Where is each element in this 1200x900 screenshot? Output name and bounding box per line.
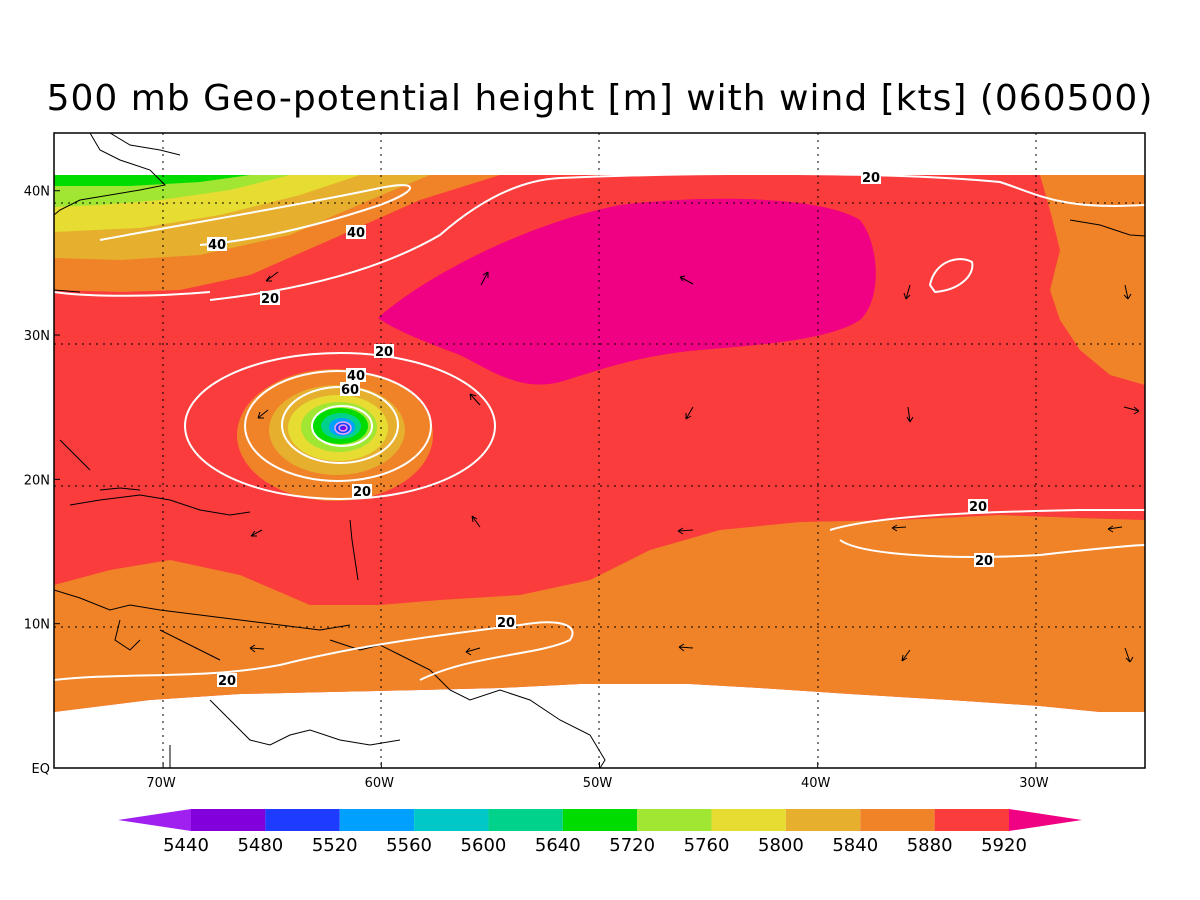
lon-tick-label: 70W [146, 776, 176, 791]
vortex-inner-rings [334, 421, 352, 435]
contour-label: 20 [375, 345, 393, 360]
wind-contours [54, 172, 1145, 681]
colorbar-level-label: 5440 [163, 835, 209, 856]
contour-label: 40 [347, 369, 365, 384]
latitude-labels: 40N 30N 20N 10N EQ [24, 185, 60, 777]
chart-title: 500 mb Geo-potential height [m] with win… [46, 78, 1154, 119]
contour-label: 20 [497, 616, 515, 631]
longitude-labels: 70W 60W 50W 40W 30W [146, 762, 1049, 791]
colorbar-box [488, 809, 563, 831]
colorbar-box [637, 809, 712, 831]
lat-tick-label: 20N [24, 473, 50, 488]
colorbar: 5440 5480 5520 5560 5600 5640 5720 5760 5800 5840… [118, 809, 1082, 856]
contour-label: 60 [341, 383, 359, 398]
colorbar-level-label: 5600 [461, 835, 507, 856]
colorbar-box [414, 809, 489, 831]
contour-label: 20 [969, 500, 987, 515]
height-field: 20 40 40 20 20 40 60 20 20 20 20 20 [54, 133, 1145, 768]
colorbar-level-label: 5840 [832, 835, 878, 856]
colorbar-low-triangle [118, 809, 191, 831]
lon-tick-label: 40W [801, 776, 831, 791]
colorbar-box [562, 809, 638, 831]
colorbar-box [339, 809, 415, 831]
wind-vectors [249, 271, 1140, 663]
height-5640-band-north [54, 175, 250, 186]
contour-label: 40 [208, 238, 226, 253]
colorbar-level-label: 5920 [981, 835, 1027, 856]
contour-label: 20 [261, 292, 279, 307]
lon-tick-label: 30W [1019, 776, 1049, 791]
colorbar-box [934, 809, 1009, 831]
colorbar-box [265, 809, 340, 831]
colorbar-level-label: 5760 [684, 835, 730, 856]
contour-label: 20 [975, 554, 993, 569]
contour-label: 20 [862, 171, 880, 186]
contour-labels: 20 40 40 20 20 40 60 20 20 20 20 20 [207, 170, 994, 689]
height-5840-band-south [54, 515, 1145, 712]
colorbar-level-label: 5480 [237, 835, 283, 856]
height-5840-band-east [1040, 175, 1145, 385]
height-5920-high [378, 198, 876, 385]
colorbar-level-label: 5520 [312, 835, 358, 856]
colorbar-level-label: 5720 [609, 835, 655, 856]
colorbar-level-label: 5560 [386, 835, 432, 856]
colorbar-box [191, 809, 266, 831]
colorbar-box [711, 809, 786, 831]
colorbar-level-label: 5640 [535, 835, 581, 856]
lat-tick-label: 30N [24, 329, 50, 344]
colorbar-level-label: 5800 [758, 835, 804, 856]
colorbar-box [860, 809, 935, 831]
lon-tick-label: 50W [583, 776, 613, 791]
contour-label: 40 [347, 226, 365, 241]
lat-tick-label: EQ [32, 762, 50, 777]
colorbar-box [785, 809, 861, 831]
lon-tick-label: 60W [365, 776, 395, 791]
graticule [54, 133, 1145, 768]
contour-label: 20 [353, 485, 371, 500]
colorbar-high-triangle [1009, 809, 1082, 831]
lat-tick-label: 40N [24, 185, 50, 200]
colorbar-level-label: 5880 [907, 835, 953, 856]
lat-tick-label: 10N [24, 618, 50, 633]
contour-label: 20 [218, 674, 236, 689]
